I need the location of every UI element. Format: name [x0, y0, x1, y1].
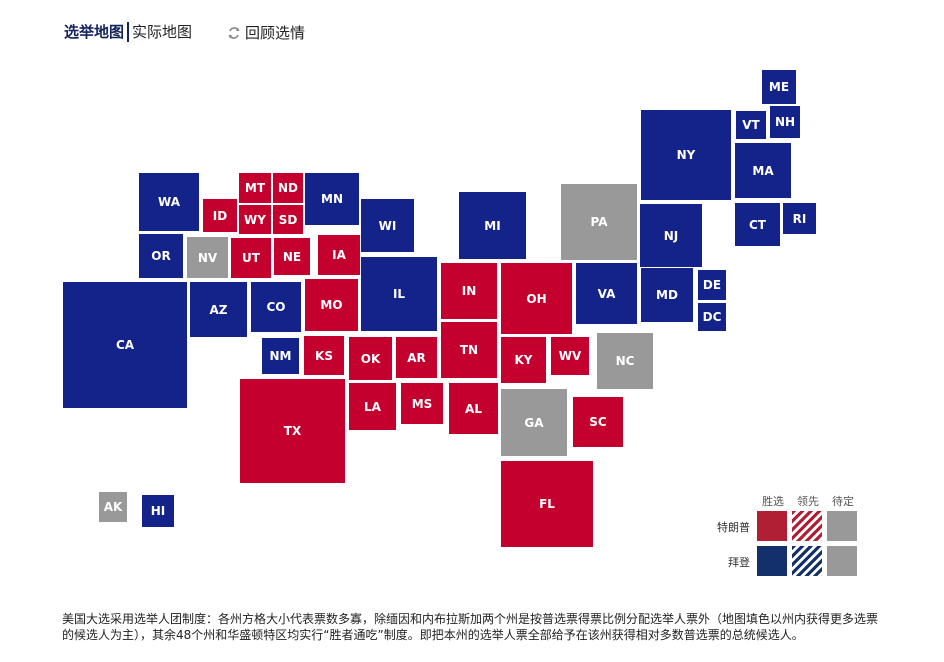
- state-tile-ut[interactable]: UT: [231, 238, 271, 278]
- state-tile-pa[interactable]: PA: [561, 184, 637, 260]
- state-tile-nh[interactable]: NH: [770, 106, 800, 138]
- state-tile-vt[interactable]: VT: [736, 111, 766, 139]
- legend-col-won: 胜选: [762, 495, 784, 508]
- tab-election-map[interactable]: 选举地图: [64, 23, 125, 41]
- legend-biden-won: [757, 546, 787, 576]
- state-tile-wi[interactable]: WI: [361, 199, 414, 252]
- state-tile-ok[interactable]: OK: [349, 337, 392, 380]
- state-tile-id[interactable]: ID: [203, 199, 237, 232]
- state-tile-ma[interactable]: MA: [735, 143, 791, 198]
- state-tile-md[interactable]: MD: [641, 268, 693, 322]
- state-tile-nj[interactable]: NJ: [640, 204, 702, 267]
- state-tile-ms[interactable]: MS: [401, 383, 443, 424]
- map-type-tabs: 选举地图 实际地图: [64, 20, 192, 44]
- electoral-note: 美国大选采用选举人团制度：各州方格大小代表票数多寡，除缅因和内布拉斯加两个州是按…: [62, 612, 879, 642]
- state-tile-mi[interactable]: MI: [459, 192, 526, 259]
- state-tile-nc[interactable]: NC: [597, 333, 653, 389]
- legend-row-biden: 拜登: [728, 556, 750, 569]
- legend-trump-pending: [827, 511, 857, 541]
- legend-biden-pending: [827, 546, 857, 576]
- state-tile-ks[interactable]: KS: [304, 336, 344, 375]
- state-tile-ky[interactable]: KY: [501, 337, 546, 383]
- legend-col-pending: 待定: [832, 495, 854, 508]
- state-tile-mn[interactable]: MN: [305, 173, 359, 225]
- state-tile-nd[interactable]: ND: [273, 173, 303, 203]
- legend: 胜选 领先 待定 特朗普 拜登: [716, 493, 866, 583]
- state-tile-co[interactable]: CO: [251, 282, 301, 332]
- state-tile-tn[interactable]: TN: [441, 322, 497, 378]
- state-tile-fl[interactable]: FL: [501, 461, 593, 547]
- state-tile-sc[interactable]: SC: [573, 397, 623, 447]
- state-tile-la[interactable]: LA: [349, 383, 396, 430]
- tab-actual-map[interactable]: 实际地图: [132, 23, 193, 41]
- state-tile-tx[interactable]: TX: [240, 379, 345, 483]
- state-tile-nm[interactable]: NM: [262, 338, 299, 374]
- refresh-icon: [228, 26, 240, 39]
- state-tile-il[interactable]: IL: [361, 257, 437, 331]
- state-tile-ca[interactable]: CA: [63, 282, 187, 408]
- state-tile-oh[interactable]: OH: [501, 263, 572, 334]
- state-tile-ak[interactable]: AK: [99, 492, 127, 522]
- legend-trump-leading: [792, 511, 822, 541]
- state-tile-ny[interactable]: NY: [641, 110, 731, 200]
- state-tile-nv[interactable]: NV: [187, 237, 228, 278]
- state-tile-ga[interactable]: GA: [501, 389, 567, 456]
- review-label: 回顾选情: [245, 24, 306, 42]
- state-tile-va[interactable]: VA: [576, 263, 637, 324]
- state-tile-or[interactable]: OR: [139, 234, 183, 278]
- legend-row-trump: 特朗普: [717, 521, 750, 534]
- state-tile-me[interactable]: ME: [762, 70, 796, 104]
- state-tile-in[interactable]: IN: [441, 263, 497, 319]
- state-tile-sd[interactable]: SD: [273, 205, 303, 234]
- state-tile-ri[interactable]: RI: [783, 203, 816, 234]
- state-tile-al[interactable]: AL: [449, 383, 498, 434]
- state-tile-wa[interactable]: WA: [139, 173, 199, 231]
- state-tile-ia[interactable]: IA: [318, 235, 360, 275]
- legend-col-leading: 领先: [797, 495, 819, 508]
- state-tile-ct[interactable]: CT: [735, 203, 780, 246]
- state-tile-hi[interactable]: HI: [142, 495, 174, 527]
- tab-divider: [127, 22, 130, 42]
- state-tile-az[interactable]: AZ: [190, 282, 247, 337]
- legend-biden-leading: [792, 546, 822, 576]
- state-tile-ne[interactable]: NE: [274, 238, 310, 275]
- state-tile-dc[interactable]: DC: [698, 303, 726, 331]
- legend-trump-won: [757, 511, 787, 541]
- state-tile-wv[interactable]: WV: [551, 337, 589, 375]
- state-tile-de[interactable]: DE: [698, 270, 726, 300]
- state-tile-mo[interactable]: MO: [305, 279, 358, 331]
- review-button[interactable]: 回顾选情: [227, 22, 305, 43]
- state-tile-wy[interactable]: WY: [239, 205, 271, 234]
- state-tile-mt[interactable]: MT: [239, 173, 271, 203]
- state-tile-ar[interactable]: AR: [396, 337, 437, 378]
